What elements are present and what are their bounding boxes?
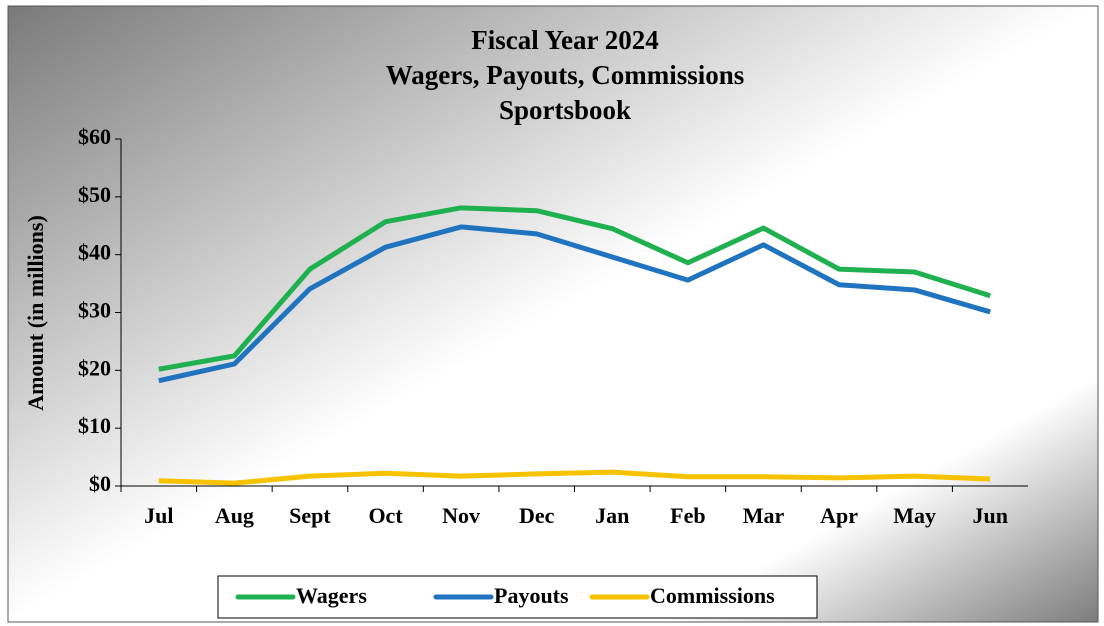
y-axis-label: Amount (in millions)	[23, 215, 48, 411]
legend-box	[217, 575, 818, 619]
legend-label: Commissions	[650, 583, 775, 608]
y-tick-label: $0	[89, 471, 111, 496]
series-line	[158, 205, 991, 372]
x-tick-label: May	[893, 503, 936, 528]
y-tick-label: $50	[78, 182, 111, 207]
x-tick-label: Jan	[595, 503, 629, 528]
chart-title: Wagers, Payouts, Commissions	[386, 60, 745, 90]
y-tick-label: $10	[78, 413, 111, 438]
y-tick-label: $40	[78, 240, 111, 265]
x-tick-label: Apr	[820, 503, 858, 528]
legend-label: Payouts	[494, 583, 569, 608]
x-tick-label: Jun	[972, 503, 1007, 528]
x-tick-label: Mar	[743, 503, 785, 528]
chart-title: Fiscal Year 2024	[471, 25, 658, 55]
chart-title: Sportsbook	[499, 95, 631, 125]
x-tick-label: Dec	[519, 503, 555, 528]
y-tick-label: $30	[78, 298, 111, 323]
x-tick-label: Jul	[144, 503, 173, 528]
y-tick-label: $60	[78, 124, 111, 149]
y-tick-label: $20	[78, 355, 111, 380]
background	[7, 5, 1099, 623]
x-tick-label: Nov	[442, 503, 480, 528]
series-line	[158, 469, 991, 486]
x-tick-label: Feb	[670, 503, 705, 528]
series-line	[158, 224, 991, 384]
legend-label: Wagers	[296, 583, 367, 608]
x-tick-label: Oct	[368, 503, 403, 528]
x-tick-label: Sept	[289, 503, 331, 528]
x-tick-label: Aug	[215, 503, 254, 528]
